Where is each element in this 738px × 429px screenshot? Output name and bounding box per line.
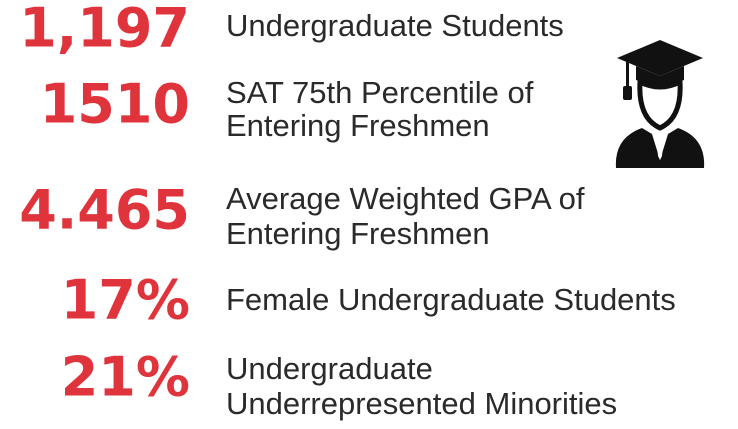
stat-value: 21% xyxy=(61,346,190,409)
stat-value: 17% xyxy=(61,269,190,332)
stat-label: Underrepresented Minorities xyxy=(226,386,617,421)
stat-label: Entering Freshmen xyxy=(226,216,490,251)
stat-label: Female Undergraduate Students xyxy=(226,282,676,317)
stat-label: SAT 75th Percentile of xyxy=(226,75,534,110)
graduate-icon xyxy=(615,40,705,168)
stat-label: Undergraduate Students xyxy=(226,8,564,43)
stat-label: Entering Freshmen xyxy=(226,108,490,143)
stat-label: Undergraduate xyxy=(226,351,433,386)
stat-value: 4.465 xyxy=(19,179,190,242)
stat-label: Average Weighted GPA of xyxy=(226,181,585,216)
stat-value: 1510 xyxy=(40,73,190,136)
stat-value: 1,197 xyxy=(19,0,190,60)
